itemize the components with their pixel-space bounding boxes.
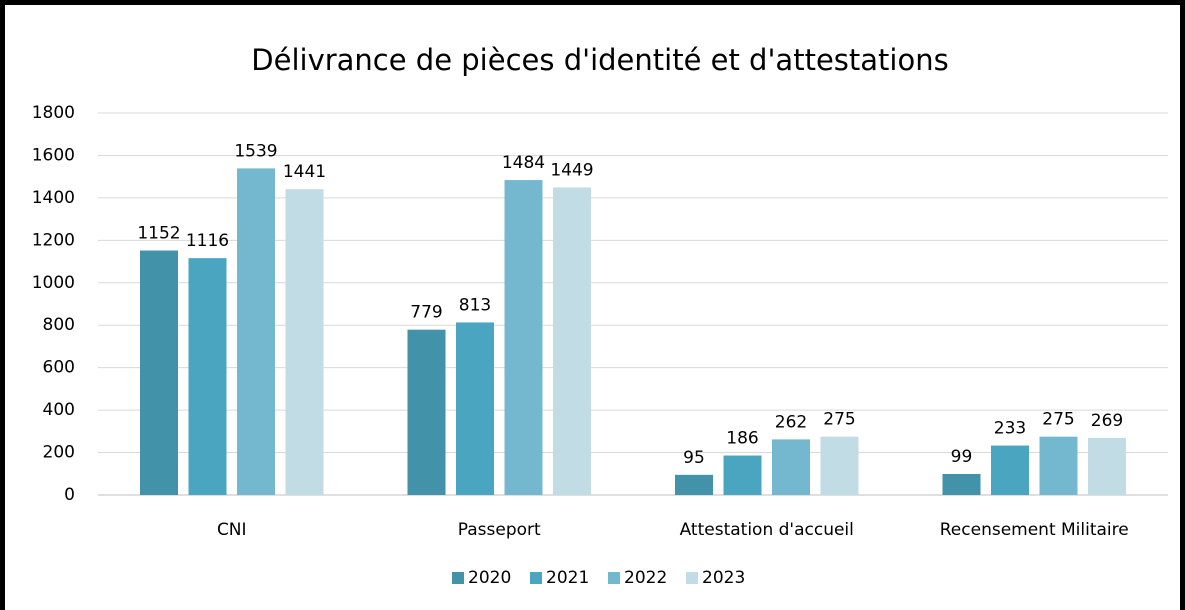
bar xyxy=(1088,437,1126,495)
y-tick-label: 1200 xyxy=(32,230,75,250)
data-label: 813 xyxy=(459,295,491,315)
y-tick-label: 1600 xyxy=(32,145,75,165)
data-label: 1449 xyxy=(550,160,593,180)
data-label: 95 xyxy=(683,448,705,468)
legend-label: 2020 xyxy=(468,568,511,588)
data-label: 1116 xyxy=(186,231,229,251)
y-tick-label: 400 xyxy=(43,400,75,420)
y-tick-label: 200 xyxy=(43,443,75,463)
legend-swatch xyxy=(452,572,464,584)
y-tick-label: 1800 xyxy=(32,103,75,123)
data-label: 275 xyxy=(1042,410,1074,430)
data-label: 275 xyxy=(823,410,855,430)
data-label: 233 xyxy=(994,419,1026,439)
chart-title: Délivrance de pièces d'identité et d'att… xyxy=(251,43,948,77)
legend-swatch xyxy=(686,572,698,584)
y-tick-label: 800 xyxy=(43,315,75,335)
legend-label: 2021 xyxy=(546,568,589,588)
y-tick-label: 600 xyxy=(43,358,75,378)
bar xyxy=(553,187,591,496)
bar xyxy=(772,439,810,495)
data-label: 99 xyxy=(951,447,973,467)
x-tick-label: CNI xyxy=(217,520,247,540)
x-tick-label: Recensement Militaire xyxy=(940,520,1129,540)
y-tick-label: 1000 xyxy=(32,273,75,293)
bar xyxy=(237,168,275,495)
data-label: 262 xyxy=(775,412,807,432)
bar xyxy=(407,329,446,495)
data-label: 1539 xyxy=(234,141,277,161)
data-label: 779 xyxy=(410,303,442,323)
legend-swatch xyxy=(608,572,620,584)
y-tick-label: 1400 xyxy=(32,188,75,208)
legend-label: 2023 xyxy=(702,568,745,588)
bar xyxy=(504,180,543,495)
data-label: 1152 xyxy=(137,224,180,244)
bar xyxy=(456,322,494,495)
bar xyxy=(140,250,178,495)
bar xyxy=(1039,436,1078,495)
data-label: 269 xyxy=(1091,411,1123,431)
bar xyxy=(991,445,1029,495)
data-label: 186 xyxy=(726,429,758,449)
bar xyxy=(942,473,981,495)
bar xyxy=(285,189,324,495)
x-tick-label: Passeport xyxy=(458,520,541,540)
bar xyxy=(820,436,859,495)
x-tick-label: Attestation d'accueil xyxy=(680,520,854,540)
bar xyxy=(723,455,762,495)
bar xyxy=(188,258,227,495)
legend-swatch xyxy=(530,572,542,584)
bar xyxy=(675,474,713,495)
data-label: 1484 xyxy=(502,153,545,173)
legend-label: 2022 xyxy=(624,568,667,588)
y-tick-label: 0 xyxy=(64,485,75,505)
data-label: 1441 xyxy=(283,162,326,182)
